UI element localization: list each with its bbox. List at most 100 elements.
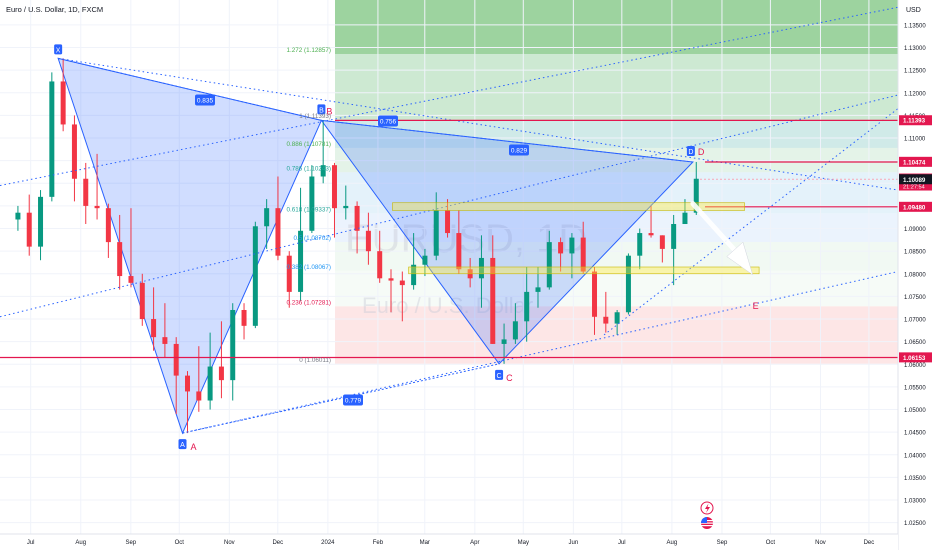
candle-body bbox=[411, 264, 417, 286]
us-flag-icon[interactable] bbox=[701, 517, 713, 529]
candle-body bbox=[343, 205, 349, 209]
annotations: X A B C D A B C D E 0.835 0.756 0.829 0.779 bbox=[0, 6, 899, 452]
candle-body bbox=[83, 178, 89, 206]
pattern-point-badge bbox=[495, 369, 504, 380]
fib-level-label: 0.786 (1.10243) bbox=[287, 165, 331, 172]
fib-zone-extension bbox=[335, 0, 898, 54]
supply-zone bbox=[392, 202, 745, 211]
pattern-point-label: B bbox=[319, 107, 324, 114]
pattern-point-label: C bbox=[497, 373, 502, 380]
pattern-point-label: X bbox=[56, 47, 61, 54]
time-tick-label: Dec bbox=[272, 540, 283, 546]
candle-body bbox=[117, 242, 123, 277]
time-tick-label: Jul bbox=[618, 540, 626, 546]
price-tag-value: 1.10089 bbox=[903, 177, 926, 184]
price-tick-label: 1.04000 bbox=[904, 453, 926, 459]
time-tick-label: Jul bbox=[27, 540, 35, 546]
candle-body bbox=[94, 205, 100, 209]
time-axis[interactable]: Jul Aug Sep Oct Nov Dec 2024 Feb Mar Apr May Jun Jul… bbox=[27, 540, 874, 546]
pattern-point-badge bbox=[686, 146, 695, 157]
candle-body bbox=[512, 321, 518, 340]
candle-body bbox=[252, 226, 258, 326]
price-tag-value: 1.09480 bbox=[903, 204, 926, 211]
pattern-point-label: D bbox=[688, 149, 693, 156]
price-tick-label: 1.07000 bbox=[904, 318, 926, 324]
pattern-point-badge bbox=[178, 439, 187, 450]
projection-arrow-head bbox=[726, 241, 754, 276]
candle-body bbox=[637, 233, 643, 256]
price-tag bbox=[899, 115, 932, 126]
candle-body bbox=[388, 278, 394, 281]
pattern-point-text: B bbox=[326, 106, 332, 116]
fib-zone-05 bbox=[335, 242, 898, 271]
candle-body bbox=[365, 230, 371, 252]
time-tick-label: Aug bbox=[667, 540, 678, 546]
time-tick-label: May bbox=[518, 540, 529, 546]
candle-body bbox=[648, 233, 654, 236]
fib-zone-0886 bbox=[335, 147, 898, 173]
fib-level-label: 0.618 (1.09337) bbox=[287, 206, 331, 213]
ratio-badge bbox=[378, 115, 398, 127]
candle-body bbox=[275, 208, 281, 256]
candle-body bbox=[128, 276, 134, 283]
fib-level-label: 0.886 (1.10781) bbox=[287, 141, 331, 148]
candle-body bbox=[433, 210, 439, 256]
time-tick-label: Aug bbox=[75, 540, 86, 546]
trendline-support bbox=[182, 271, 899, 434]
candle-body bbox=[354, 205, 360, 231]
candle-body bbox=[569, 237, 575, 254]
candle-body bbox=[185, 375, 191, 392]
time-tick-label: 2024 bbox=[321, 540, 335, 546]
candle-body bbox=[580, 237, 586, 272]
candle-body bbox=[151, 319, 157, 338]
ratio-badge bbox=[195, 94, 215, 106]
price-tags: 1.113931.104741.1010521:27:541.100891.09… bbox=[899, 115, 932, 363]
price-tag bbox=[899, 156, 932, 167]
candle-body bbox=[524, 291, 530, 322]
price-tick-label: 1.07500 bbox=[904, 295, 926, 301]
candle-body bbox=[693, 178, 699, 213]
pattern-point-badge bbox=[54, 44, 63, 55]
candle-body bbox=[173, 343, 179, 376]
pattern-point-text: E bbox=[753, 301, 759, 311]
candle-body bbox=[377, 251, 383, 279]
candle-body bbox=[331, 165, 337, 209]
price-tick-label: 1.11000 bbox=[904, 137, 926, 143]
price-tag bbox=[899, 174, 932, 185]
candle-body bbox=[71, 124, 77, 179]
lightning-icon[interactable] bbox=[700, 501, 714, 515]
price-tick-label: 1.08000 bbox=[904, 272, 926, 278]
time-tick-label: Feb bbox=[373, 540, 384, 546]
candle-body bbox=[218, 366, 224, 381]
price-tick-label: 1.04500 bbox=[904, 431, 926, 437]
price-tick-label: 1.03500 bbox=[904, 476, 926, 482]
candle-body bbox=[60, 81, 66, 125]
candle-body bbox=[230, 309, 236, 381]
price-tick-label: 1.12500 bbox=[904, 69, 926, 75]
time-tick-label: Oct bbox=[175, 540, 185, 546]
fib-level-label: 1.272 (1.12857) bbox=[287, 47, 331, 54]
candle-body bbox=[207, 366, 213, 401]
trendline-mid bbox=[0, 94, 899, 318]
candle-body bbox=[38, 196, 44, 247]
ratio-label: 0.835 bbox=[197, 98, 214, 105]
candle-body bbox=[162, 337, 168, 344]
candle-body bbox=[264, 208, 270, 227]
price-tick-label: 1.06500 bbox=[904, 340, 926, 346]
fib-zone-0618 bbox=[335, 213, 898, 243]
pattern-point-badge bbox=[317, 104, 326, 115]
time-tick-label: Nov bbox=[815, 540, 826, 546]
candle-body bbox=[445, 210, 451, 234]
ratio-label: 0.829 bbox=[511, 148, 528, 155]
fib-zone-1272 bbox=[335, 53, 898, 121]
candle-body bbox=[241, 309, 247, 326]
candle-body bbox=[15, 212, 21, 220]
price-tick-label: 1.03000 bbox=[904, 499, 926, 505]
price-tag-value: 1.10474 bbox=[903, 159, 926, 166]
symbol-title: Euro / U.S. Dollar, 1D, FXCM bbox=[6, 5, 103, 14]
candles bbox=[15, 58, 699, 434]
pattern-point-text: A bbox=[191, 442, 197, 452]
time-tick-label: Dec bbox=[864, 540, 875, 546]
